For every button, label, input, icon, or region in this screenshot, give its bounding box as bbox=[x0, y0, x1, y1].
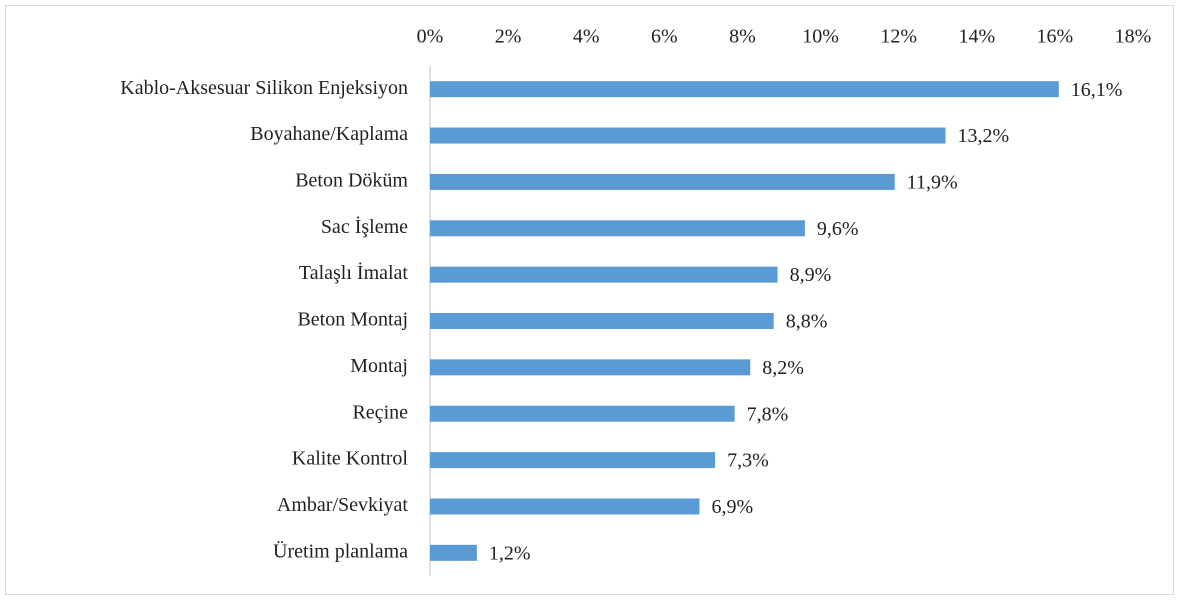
bar bbox=[430, 452, 716, 469]
bar bbox=[430, 173, 895, 190]
x-tick-label: 18% bbox=[1115, 26, 1152, 48]
bar bbox=[430, 498, 700, 515]
data-label: 16,1% bbox=[1071, 79, 1123, 101]
data-label: 9,6% bbox=[817, 218, 859, 240]
x-tick-label: 6% bbox=[651, 26, 678, 48]
x-tick-label: 4% bbox=[573, 26, 600, 48]
y-tick-label: Talaşlı İmalat bbox=[299, 261, 409, 284]
y-tick-label: Kalite Kontrol bbox=[292, 448, 409, 470]
data-label: 13,2% bbox=[958, 125, 1010, 147]
data-label: 1,2% bbox=[489, 542, 531, 564]
bar bbox=[430, 266, 778, 283]
bar bbox=[430, 405, 735, 422]
y-tick-label: Beton Montaj bbox=[297, 309, 408, 331]
data-label: 8,8% bbox=[786, 311, 828, 333]
bar bbox=[430, 127, 946, 144]
y-tick-label: Kablo-Aksesuar Silikon Enjeksiyon bbox=[120, 77, 408, 99]
y-tick-label: Sac İşleme bbox=[321, 215, 408, 238]
bar bbox=[430, 313, 774, 329]
x-tick-label: 16% bbox=[1037, 26, 1074, 48]
x-tick-label: 12% bbox=[880, 26, 917, 48]
data-label: 7,3% bbox=[727, 450, 769, 472]
y-tick-label: Ambar/Sevkiyat bbox=[277, 494, 409, 516]
x-tick-label: 10% bbox=[802, 26, 839, 48]
y-tick-label: Üretim planlama bbox=[273, 539, 408, 562]
y-tick-label: Reçine bbox=[352, 401, 408, 423]
data-label: 7,8% bbox=[747, 403, 789, 425]
bar bbox=[430, 544, 477, 561]
y-tick-label: Boyahane/Kaplama bbox=[250, 123, 408, 145]
data-label: 6,9% bbox=[711, 496, 753, 518]
data-label: 8,2% bbox=[762, 357, 804, 379]
chart-border bbox=[5, 5, 1174, 595]
data-label: 8,9% bbox=[790, 264, 832, 286]
x-tick-label: 14% bbox=[958, 26, 995, 48]
data-label: 11,9% bbox=[907, 172, 958, 194]
x-tick-label: 2% bbox=[495, 26, 522, 48]
bar bbox=[430, 81, 1059, 98]
bar bbox=[430, 220, 805, 237]
y-tick-label: Beton Döküm bbox=[295, 170, 408, 192]
x-tick-label: 8% bbox=[729, 26, 756, 48]
bar bbox=[430, 359, 751, 376]
x-tick-label: 0% bbox=[417, 26, 444, 48]
y-tick-label: Montaj bbox=[350, 355, 408, 377]
